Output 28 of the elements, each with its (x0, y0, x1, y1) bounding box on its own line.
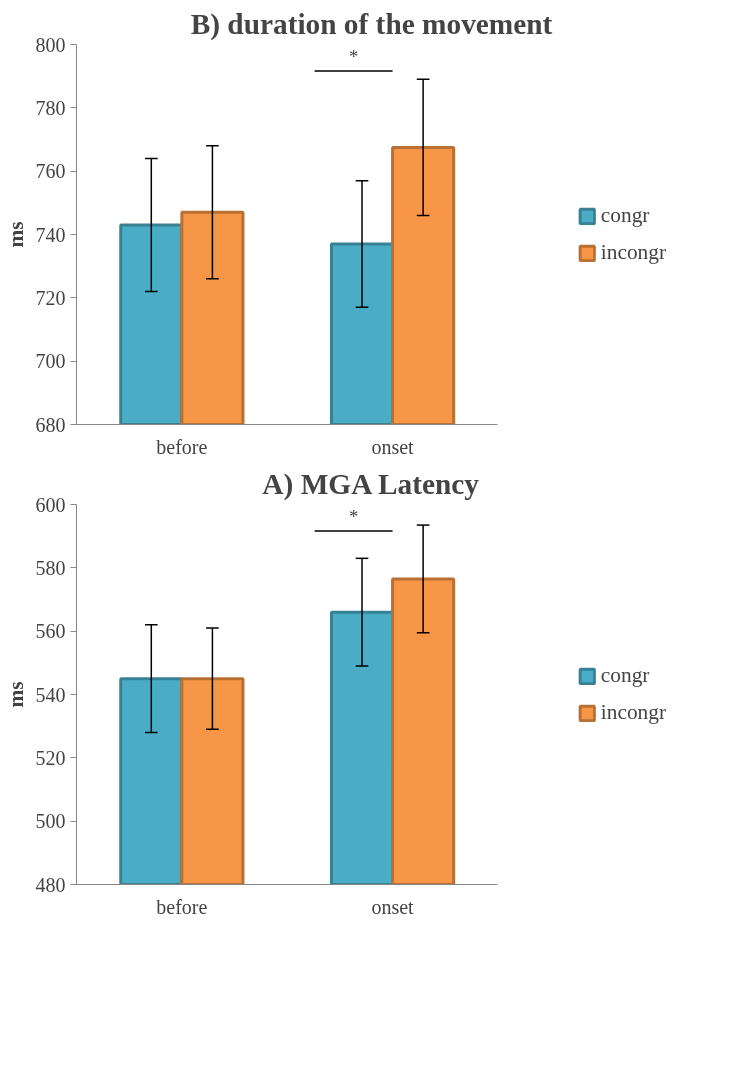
y-tick-label: 760 (35, 160, 66, 183)
y-tick-label: 480 (35, 873, 66, 896)
y-tick-label: 680 (35, 413, 66, 436)
y-tick-label: 580 (35, 556, 66, 579)
legend-label: incongr (600, 700, 666, 725)
y-tick-label: 540 (35, 683, 66, 706)
y-axis-title: ms (3, 681, 28, 708)
annotation: * (348, 506, 359, 528)
y-tick-label: 780 (35, 96, 66, 119)
legend-label: incongr (600, 240, 666, 265)
chart-title: A) MGA Latency (262, 467, 480, 501)
x-tick-label: before (156, 435, 208, 458)
legend-label: congr (600, 203, 650, 228)
y-tick-label: 740 (35, 223, 66, 246)
annotation: * (348, 46, 359, 68)
y-tick-label: 600 (35, 493, 66, 516)
y-tick-label: 700 (35, 350, 66, 373)
x-tick-label: onset (371, 895, 415, 918)
x-tick-label: onset (371, 435, 415, 458)
chart-title: B) duration of the movement (190, 7, 553, 41)
y-axis-title: ms (3, 221, 28, 248)
y-tick-label: 800 (35, 33, 66, 56)
y-tick-label: 720 (35, 286, 66, 309)
y-tick-label: 500 (35, 810, 66, 833)
y-tick-label: 560 (35, 620, 66, 643)
x-tick-label: before (156, 895, 208, 918)
legend-label: congr (600, 663, 650, 688)
y-tick-label: 520 (35, 746, 66, 769)
